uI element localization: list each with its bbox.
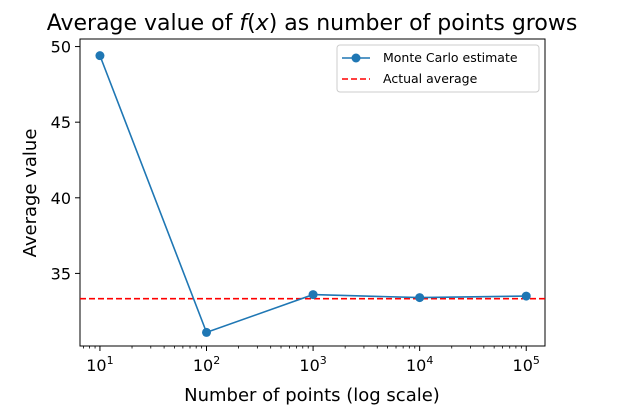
data-point [521, 291, 531, 301]
x-tick-label: 105 [513, 354, 540, 375]
legend-series-swatch-marker [351, 53, 361, 63]
data-point [202, 327, 212, 337]
monte-carlo-points [95, 51, 531, 337]
data-point [415, 293, 425, 303]
x-axis-ticks: 101 102 103 104 105 [83, 346, 540, 375]
x-axis-label: Number of points (log scale) [184, 385, 440, 406]
x-tick-label: 103 [299, 354, 326, 375]
legend-box [336, 44, 540, 93]
x-tick-label: 101 [86, 354, 113, 375]
y-tick-label: 35 [51, 264, 71, 283]
y-tick-label: 40 [51, 189, 71, 208]
y-axis-ticks: 35 40 45 50 [51, 38, 80, 283]
plot-frame [79, 38, 546, 347]
x-tick-label: 102 [193, 354, 220, 375]
chart-title: Average value of f(x) as number of point… [47, 11, 578, 36]
legend-reference-label: Actual average [383, 71, 478, 86]
legend: Monte Carlo estimate Actual average [336, 44, 540, 93]
x-tick-label: 104 [406, 354, 433, 375]
y-tick-label: 45 [51, 113, 71, 132]
data-point [308, 290, 318, 300]
y-tick-label: 50 [51, 38, 71, 57]
data-point [95, 51, 105, 61]
y-axis-label: Average value [20, 129, 41, 258]
legend-series-label: Monte Carlo estimate [383, 50, 518, 65]
